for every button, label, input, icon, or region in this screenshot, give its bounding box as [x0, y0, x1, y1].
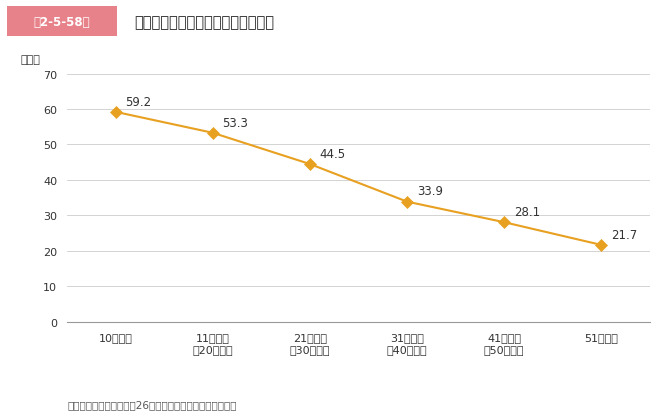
Text: 44.5: 44.5 [320, 147, 346, 160]
Text: 59.2: 59.2 [125, 95, 151, 108]
Text: （％）: （％） [20, 55, 40, 64]
Text: 21.7: 21.7 [611, 228, 637, 241]
Text: 資料：経済産業省「平成26年企業活動基本調査」再編加工: 資料：経済産業省「平成26年企業活動基本調査」再編加工 [67, 399, 237, 409]
Text: 28.1: 28.1 [514, 205, 540, 218]
Text: 設立年数別にみた無借金企業の割合: 設立年数別にみた無借金企業の割合 [134, 15, 274, 30]
Text: 第2-5-58図: 第2-5-58図 [34, 16, 90, 29]
Text: 33.9: 33.9 [417, 185, 443, 198]
Text: 53.3: 53.3 [222, 116, 249, 129]
